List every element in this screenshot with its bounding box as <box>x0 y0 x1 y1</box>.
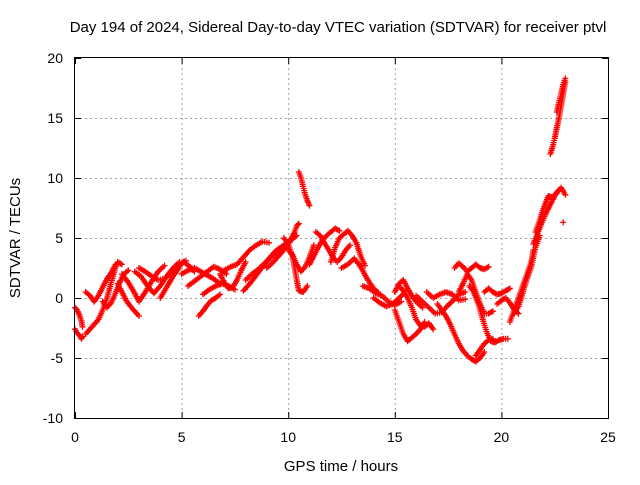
x-tick-label: 0 <box>71 429 79 445</box>
data-point-markers <box>327 227 368 269</box>
data-point-markers <box>451 260 492 275</box>
data-point-markers <box>338 255 381 295</box>
y-tick-label: 0 <box>55 290 63 306</box>
data-track <box>338 255 381 295</box>
data-track <box>553 75 569 115</box>
data-point-markers <box>295 169 313 209</box>
plot-frame <box>74 57 609 419</box>
y-tick-label: 20 <box>47 50 63 66</box>
data-point-markers <box>185 263 230 289</box>
data-point-markers <box>370 289 409 310</box>
data-point-markers <box>285 242 317 275</box>
data-points <box>72 75 569 365</box>
data-track <box>451 260 492 275</box>
data-track <box>185 263 230 289</box>
x-tick-label: 25 <box>600 429 616 445</box>
data-track <box>157 257 189 301</box>
data-track <box>217 259 249 292</box>
data-point-markers <box>481 285 513 298</box>
data-track <box>82 261 119 305</box>
x-tick-label: 15 <box>387 429 403 445</box>
data-track <box>560 219 567 226</box>
x-axis-label: GPS time / hours <box>284 458 398 475</box>
data-track <box>391 277 426 311</box>
data-point-markers <box>157 257 189 301</box>
data-track <box>511 232 543 317</box>
data-track <box>312 229 353 265</box>
data-point-markers <box>114 280 142 319</box>
data-point-markers <box>195 291 223 319</box>
x-tick-label: 10 <box>280 429 296 445</box>
data-track <box>423 289 469 304</box>
data-point-markers <box>553 75 569 115</box>
data-track <box>370 289 409 310</box>
data-point-markers <box>530 187 562 247</box>
y-tick-labels: -10 -5 0 5 10 15 20 <box>43 50 63 426</box>
y-axis-label: SDTVAR / TECUs <box>7 178 24 298</box>
data-track <box>327 227 368 269</box>
data-point-markers <box>423 289 469 304</box>
y-tick-label: 15 <box>47 110 63 126</box>
data-track <box>82 259 125 337</box>
x-tick-labels: 0 5 10 15 20 25 <box>71 429 616 445</box>
y-tick-label: 5 <box>55 230 63 246</box>
x-tick-label: 20 <box>494 429 510 445</box>
data-track <box>530 187 562 247</box>
x-tick-label: 5 <box>178 429 186 445</box>
axis-ticks <box>75 58 609 419</box>
data-track <box>481 285 513 298</box>
chart-title: Day 194 of 2024, Sidereal Day-to-day VTE… <box>70 19 607 36</box>
data-point-markers <box>82 259 125 337</box>
data-point-markers <box>511 232 543 317</box>
data-track <box>434 301 488 365</box>
data-track <box>195 291 223 319</box>
data-point-markers <box>217 259 249 292</box>
data-point-markers <box>312 229 353 265</box>
y-tick-label: 10 <box>47 170 63 186</box>
data-point-markers <box>391 277 426 311</box>
y-tick-label: -10 <box>43 410 63 426</box>
data-track <box>285 242 317 275</box>
data-point-markers <box>472 335 496 359</box>
data-track <box>221 238 272 274</box>
data-point-markers <box>434 301 488 365</box>
data-track <box>114 280 142 319</box>
data-point-markers <box>221 238 272 274</box>
data-track <box>472 335 496 359</box>
data-track <box>295 169 313 209</box>
data-point-markers <box>82 261 119 305</box>
y-tick-label: -5 <box>51 350 64 366</box>
data-point-markers <box>560 219 567 226</box>
